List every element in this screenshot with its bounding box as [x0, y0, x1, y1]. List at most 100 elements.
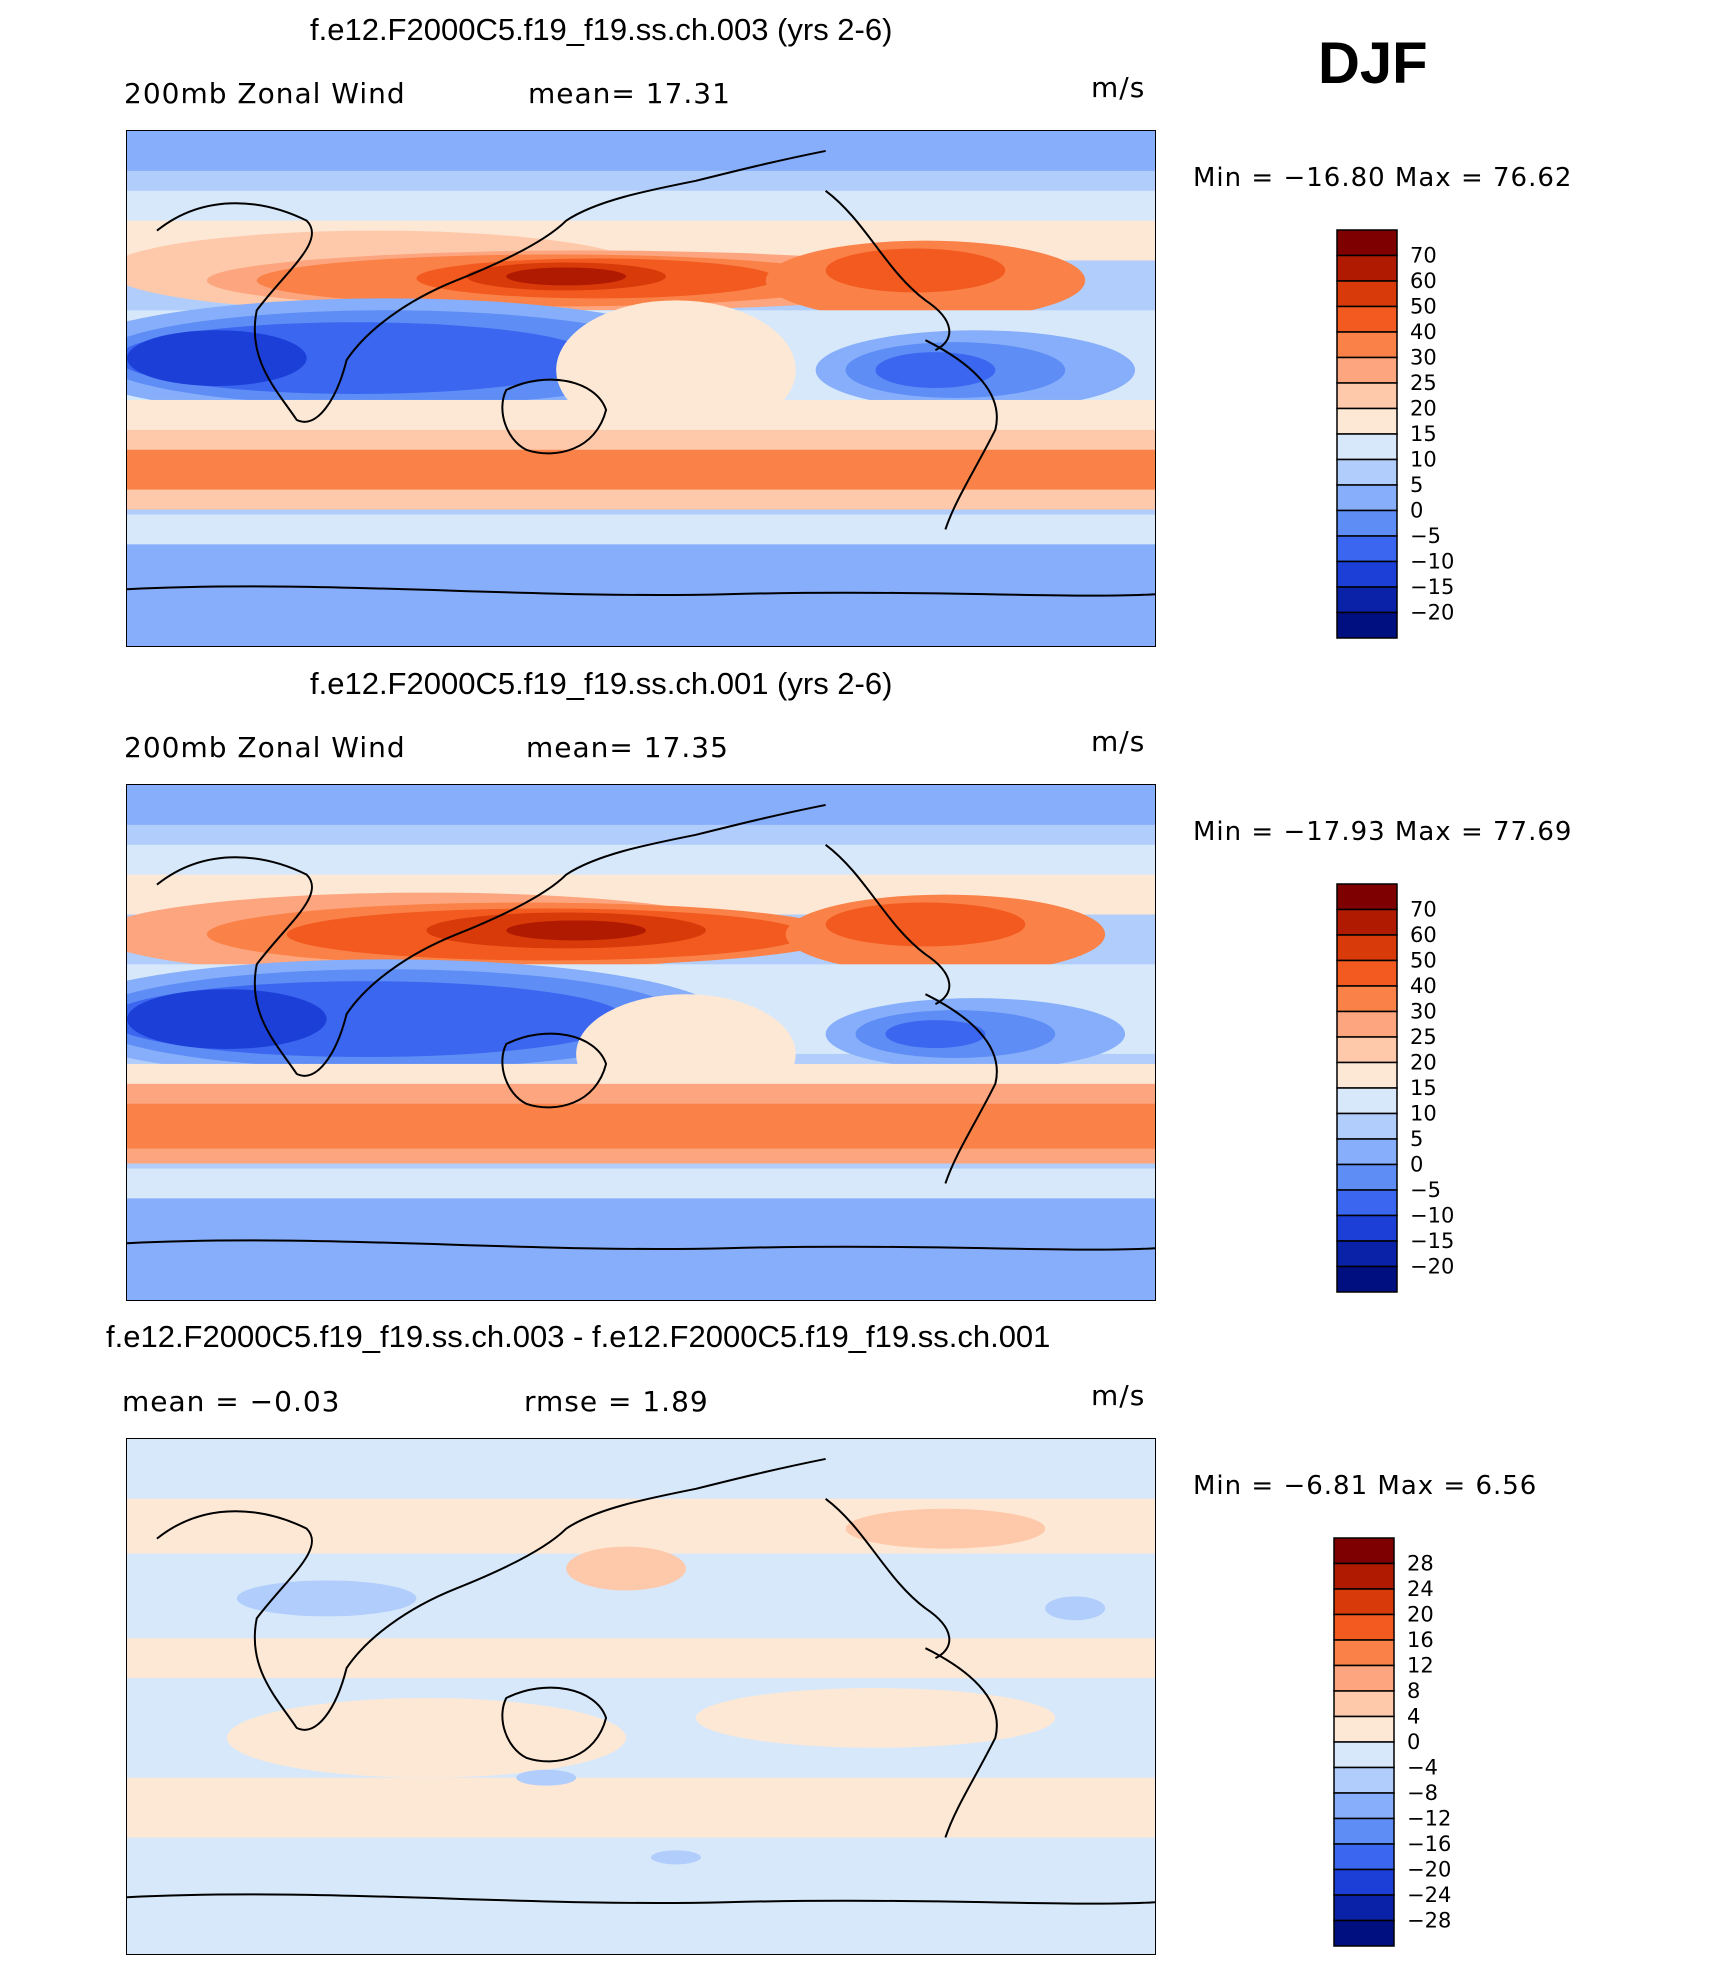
colorbar-label: −4 — [1407, 1756, 1438, 1780]
panel-2-mean-label: mean= 17.35 — [526, 731, 729, 764]
colorbar-label: 15 — [1410, 422, 1437, 446]
colorbar-label: −20 — [1407, 1858, 1451, 1882]
colorbar-swatch — [1336, 1240, 1398, 1268]
panel-2-map — [126, 784, 1156, 1301]
colorbar-label: 20 — [1410, 397, 1437, 421]
colorbar-swatch — [1336, 908, 1398, 936]
colorbar-swatch — [1333, 1562, 1395, 1590]
colorbar-label: 25 — [1410, 1025, 1437, 1049]
colorbar-label: 70 — [1410, 898, 1437, 922]
colorbar-swatch — [1333, 1817, 1395, 1845]
panel-3-map — [126, 1438, 1156, 1955]
colorbar-swatch — [1336, 560, 1398, 588]
colorbar-label: 40 — [1410, 320, 1437, 344]
colorbar-swatch — [1333, 1588, 1395, 1616]
colorbar-label: 0 — [1407, 1730, 1420, 1754]
colorbar-label: 16 — [1407, 1628, 1434, 1652]
colorbar-swatch — [1333, 1741, 1395, 1769]
panel-3-units: m/s — [1091, 1379, 1146, 1412]
colorbar-swatch — [1336, 356, 1398, 384]
colorbar-label: 20 — [1407, 1603, 1434, 1627]
colorbar-label: 4 — [1407, 1705, 1420, 1729]
panel-3-rmse-label: rmse = 1.89 — [524, 1385, 709, 1418]
colorbar-swatch — [1336, 1138, 1398, 1166]
colorbar-swatch — [1336, 509, 1398, 537]
colorbar-swatch — [1336, 254, 1398, 282]
colorbar-swatch — [1336, 985, 1398, 1013]
colorbar-swatch — [1336, 229, 1398, 257]
colorbar-swatch — [1333, 1919, 1395, 1947]
colorbar-label: 5 — [1410, 1127, 1423, 1151]
colorbar-swatch — [1333, 1537, 1395, 1565]
colorbar-label: 12 — [1407, 1654, 1434, 1678]
panel-1-minmax: Min = −16.80 Max = 76.62 — [1193, 163, 1573, 193]
panel-1-left-label: 200mb Zonal Wind — [124, 77, 406, 110]
colorbar-label: 20 — [1410, 1051, 1437, 1075]
colorbar-swatch — [1333, 1766, 1395, 1794]
colorbar-label: −10 — [1410, 550, 1454, 574]
colorbar-label: 50 — [1410, 949, 1437, 973]
colorbar-label: 10 — [1410, 1102, 1437, 1126]
colorbar-swatch — [1336, 407, 1398, 435]
colorbar-label: 0 — [1410, 499, 1423, 523]
colorbar-swatch — [1336, 484, 1398, 512]
colorbar-swatch — [1333, 1613, 1395, 1641]
colorbar-label: 40 — [1410, 974, 1437, 998]
panel-3-map-svg — [127, 1439, 1155, 1954]
colorbar-swatch — [1336, 458, 1398, 486]
colorbar-label: −10 — [1410, 1204, 1454, 1228]
colorbar-swatch — [1336, 305, 1398, 333]
panel-2-map-svg — [127, 785, 1155, 1300]
panel-1-units: m/s — [1091, 71, 1146, 104]
panel-1-map-svg — [127, 131, 1155, 646]
colorbar-label: 8 — [1407, 1679, 1420, 1703]
colorbar-label: 5 — [1410, 473, 1423, 497]
colorbar-label: −5 — [1410, 1178, 1441, 1202]
colorbar-label: −20 — [1410, 601, 1454, 625]
colorbar-label: 60 — [1410, 269, 1437, 293]
colorbar-label: 30 — [1410, 346, 1437, 370]
panel-1-colorbar: 70 60 50 40 30 25 20 15 10 5 0 −5 −10 −15 −20 — [1336, 229, 1476, 641]
colorbar-swatch — [1336, 433, 1398, 461]
colorbar-swatch — [1336, 1061, 1398, 1089]
colorbar-label: 0 — [1410, 1153, 1423, 1177]
colorbar-label: −5 — [1410, 524, 1441, 548]
panel-2-left-label: 200mb Zonal Wind — [124, 731, 406, 764]
colorbar-label: 25 — [1410, 371, 1437, 395]
colorbar-swatch — [1336, 1010, 1398, 1038]
colorbar-label: −16 — [1407, 1832, 1451, 1856]
colorbar-swatch — [1336, 586, 1398, 614]
colorbar-swatch — [1333, 1792, 1395, 1820]
colorbar-swatch — [1336, 331, 1398, 359]
panel-3-minmax: Min = −6.81 Max = 6.56 — [1193, 1471, 1538, 1501]
colorbar-swatch — [1333, 1690, 1395, 1718]
colorbar-swatch — [1336, 1112, 1398, 1140]
colorbar-swatch — [1336, 535, 1398, 563]
panel-2-colorbar: 70 60 50 40 30 25 20 15 10 5 0 −5 −10 −15 −20 — [1336, 883, 1476, 1295]
colorbar-swatch — [1333, 1664, 1395, 1692]
colorbar-label: −24 — [1407, 1883, 1451, 1907]
colorbar-swatch — [1336, 1189, 1398, 1217]
colorbar-swatch — [1333, 1843, 1395, 1871]
colorbar-swatch — [1336, 959, 1398, 987]
colorbar-label: 15 — [1410, 1076, 1437, 1100]
colorbar-label: −28 — [1407, 1909, 1451, 1933]
panel-1-mean-label: mean= 17.31 — [528, 77, 731, 110]
colorbar-swatch — [1336, 1214, 1398, 1242]
colorbar-label: 28 — [1407, 1552, 1434, 1576]
colorbar-swatch — [1336, 280, 1398, 308]
panel-2-units: m/s — [1091, 725, 1146, 758]
panel-2-title: f.e12.F2000C5.f19_f19.ss.ch.001 (yrs 2-6… — [310, 666, 893, 701]
colorbar-swatch — [1336, 934, 1398, 962]
colorbar-swatch — [1333, 1639, 1395, 1667]
colorbar-label: 24 — [1407, 1577, 1434, 1601]
panel-3-colorbar: 28 24 20 16 12 8 4 0 −4 −8 −12 −16 −20 −24 −28 — [1333, 1537, 1473, 1949]
colorbar-swatch — [1336, 1036, 1398, 1064]
colorbar-swatch — [1336, 611, 1398, 639]
panel-3-title: f.e12.F2000C5.f19_f19.ss.ch.003 - f.e12.… — [106, 1319, 1051, 1354]
panel-1-map — [126, 130, 1156, 647]
colorbar-label: −15 — [1410, 1229, 1454, 1253]
